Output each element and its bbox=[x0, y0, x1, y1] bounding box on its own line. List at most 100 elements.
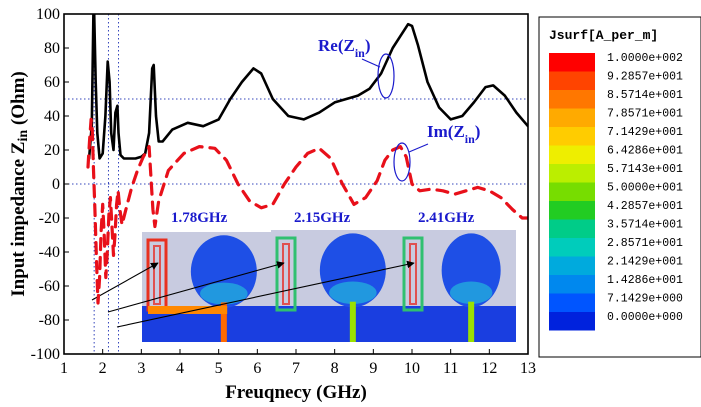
inset-stub-outer bbox=[275, 236, 297, 312]
inset-image bbox=[142, 232, 274, 342]
inset-feed-line bbox=[220, 302, 227, 342]
annotation-main: Re(Z bbox=[318, 36, 355, 55]
inset-image bbox=[271, 230, 403, 342]
series-re-zin bbox=[87, 14, 528, 160]
colorbar-swatch bbox=[549, 127, 595, 146]
annotation-subscript: in bbox=[355, 46, 365, 60]
y-axis-title-subscript: in bbox=[16, 130, 31, 142]
im-zin-pointer bbox=[408, 143, 429, 153]
x-tick-label: 12 bbox=[481, 360, 497, 377]
inset-frequency-label: 1.78GHz bbox=[171, 210, 228, 226]
colorbar-swatch bbox=[549, 145, 595, 164]
colorbar-swatch bbox=[549, 108, 595, 127]
colorbar-legend: Jsurf[A_per_m] 1.0000e+002 9.2857e+001 8.57… bbox=[538, 16, 701, 358]
inset-pointer-arrow bbox=[116, 260, 415, 328]
x-tick-label: 4 bbox=[176, 360, 184, 377]
inset-ground-plane bbox=[398, 306, 516, 342]
colorbar-swatch bbox=[549, 293, 595, 312]
inset-stub-inner bbox=[282, 243, 290, 305]
inset-feed-line bbox=[468, 301, 475, 342]
colorbar-swatch bbox=[549, 164, 595, 183]
x-tick-label: 3 bbox=[137, 360, 145, 377]
inset-frequency-label: 2.15GHz bbox=[294, 210, 351, 226]
colorbar-value: 5.0000e+001 bbox=[607, 182, 683, 195]
y-axis-title: Input impedance Zin (Ohm) bbox=[8, 71, 31, 296]
y-tick-label: 20 bbox=[44, 142, 60, 159]
annotation-label: Im(Zin) bbox=[427, 122, 480, 146]
colorbar-value: 1.4286e+001 bbox=[607, 274, 683, 287]
colorbar-swatch bbox=[549, 71, 595, 90]
y-tick-label: -80 bbox=[39, 312, 60, 329]
colorbar-value: 0.0000e+000 bbox=[607, 311, 683, 324]
y-axis-title-unit: (Ohm) bbox=[8, 71, 29, 130]
colorbar-value: 6.4286e+001 bbox=[607, 145, 683, 158]
colorbar-value: 7.1429e+001 bbox=[607, 126, 683, 139]
x-axis-title: Freuqnecy (GHz) bbox=[225, 382, 367, 403]
colorbar-value: 8.5714e+001 bbox=[607, 89, 683, 102]
y-axis-title-main: Input impedance Z bbox=[8, 142, 29, 297]
inset-stub-inner bbox=[409, 243, 417, 305]
colorbar-value: 7.1429e+000 bbox=[607, 293, 683, 306]
x-tick-label: 9 bbox=[369, 360, 377, 377]
colorbar-swatch bbox=[549, 53, 595, 72]
annotation-subscript: in bbox=[465, 132, 475, 146]
x-tick-label: 11 bbox=[443, 360, 458, 377]
x-tick-label: 1 bbox=[60, 360, 68, 377]
colorbar-value: 4.2857e+001 bbox=[607, 200, 683, 213]
annotation-close: ) bbox=[475, 122, 481, 141]
inset-pointer-arrow bbox=[91, 262, 159, 301]
colorbar-value: 2.8571e+001 bbox=[607, 237, 683, 250]
y-tick-label: -40 bbox=[39, 244, 60, 261]
annotation-main: Im(Z bbox=[427, 122, 465, 141]
y-tick-label: 40 bbox=[44, 108, 60, 125]
inset-ground-plane bbox=[271, 306, 403, 342]
inset-patch-edge bbox=[200, 282, 248, 305]
colorbar-title: Jsurf[A_per_m] bbox=[549, 28, 658, 43]
x-tick-label: 8 bbox=[331, 360, 339, 377]
y-tick-label: 60 bbox=[44, 74, 60, 91]
inset-patch-edge bbox=[329, 281, 377, 304]
colorbar-value: 9.2857e+001 bbox=[607, 71, 683, 84]
im-zin-marker-ellipse bbox=[393, 142, 411, 182]
colorbar-swatch bbox=[549, 238, 595, 257]
inset-frequency-label: 2.41GHz bbox=[418, 210, 475, 226]
y-tick-label: 100 bbox=[36, 6, 60, 23]
colorbar-swatch bbox=[549, 219, 595, 238]
colorbar-value: 2.1429e+001 bbox=[607, 256, 683, 269]
inset-image bbox=[398, 230, 516, 342]
re-zin-marker-ellipse bbox=[377, 53, 395, 99]
x-tick-label: 6 bbox=[253, 360, 261, 377]
x-tick-label: 2 bbox=[99, 360, 107, 377]
inset-feed-line bbox=[349, 301, 356, 342]
colorbar-swatch bbox=[549, 275, 595, 294]
inset-stub-inner bbox=[153, 245, 161, 305]
colorbar-swatch bbox=[549, 256, 595, 275]
y-tick-label: -20 bbox=[39, 210, 60, 227]
annotations: Re(Zin)Im(Zin) bbox=[318, 36, 480, 182]
inset-hotspot bbox=[148, 306, 228, 314]
x-tick-label: 5 bbox=[215, 360, 223, 377]
inset-patch-edge bbox=[449, 281, 493, 304]
colorbar-swatch bbox=[549, 182, 595, 201]
x-tick-label: 10 bbox=[404, 360, 420, 377]
inset-stub-outer bbox=[402, 236, 424, 312]
colorbar-value: 3.5714e+001 bbox=[607, 219, 683, 232]
colorbar-value: 7.8571e+001 bbox=[607, 108, 683, 121]
annotation-label: Re(Zin) bbox=[318, 36, 371, 60]
series-im-zin bbox=[86, 117, 528, 305]
y-tick-label: -100 bbox=[31, 346, 60, 363]
x-tick-label: 13 bbox=[520, 360, 536, 377]
re-zin-pointer bbox=[361, 58, 381, 68]
impedance-curves bbox=[86, 14, 528, 305]
y-tick-label: -60 bbox=[39, 278, 60, 295]
current-distribution-insets: 1.78GHz 2.15GHz 2.41GHz bbox=[91, 210, 516, 342]
colorbar-value: 5.7143e+001 bbox=[607, 163, 683, 176]
x-tick-label: 7 bbox=[292, 360, 300, 377]
colorbar-swatch bbox=[549, 201, 595, 220]
colorbar-swatch bbox=[549, 312, 595, 331]
y-tick-label: 0 bbox=[52, 176, 60, 193]
axis-ticks: 1 2 3 4 5 6 7 8 9 10 11 12 13-100-80-60-40-200204060… bbox=[31, 6, 536, 377]
colorbar-swatch bbox=[549, 90, 595, 109]
inset-pointer-arrow bbox=[107, 261, 285, 313]
